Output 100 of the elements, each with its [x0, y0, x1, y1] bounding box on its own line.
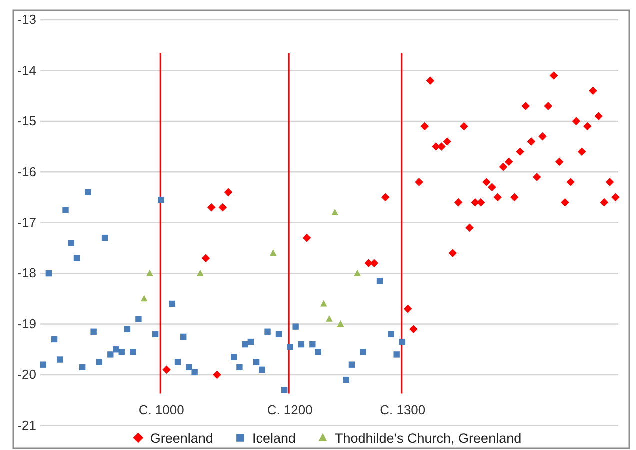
- point: [174, 359, 182, 366]
- point: [510, 193, 519, 202]
- point: [162, 366, 171, 374]
- point: [438, 142, 446, 151]
- point: [124, 326, 131, 332]
- point: [332, 208, 339, 216]
- point: [482, 178, 491, 186]
- point: [499, 162, 508, 172]
- point: [202, 254, 210, 262]
- point: [192, 369, 198, 376]
- point: [57, 356, 64, 363]
- point: [140, 295, 148, 302]
- point: [46, 270, 52, 277]
- point: [566, 178, 575, 186]
- point: [612, 193, 620, 202]
- point: [466, 224, 474, 232]
- point: [292, 324, 299, 330]
- point: [197, 270, 204, 276]
- point: [298, 341, 305, 348]
- point: [213, 370, 222, 380]
- point: [388, 331, 394, 338]
- annotation: C. 1000: [138, 402, 184, 418]
- point: [544, 102, 552, 110]
- y-tick-label: -21: [18, 418, 36, 433]
- point: [118, 349, 125, 356]
- point: [40, 362, 46, 368]
- point: [583, 122, 592, 131]
- point: [426, 76, 435, 85]
- point: [302, 234, 312, 242]
- point: [589, 86, 598, 96]
- y-tick-label: -13: [18, 12, 36, 28]
- point: [360, 349, 366, 356]
- point: [264, 328, 271, 335]
- point: [527, 138, 536, 146]
- y-tick-label: -20: [18, 367, 36, 382]
- point: [79, 364, 86, 370]
- point: [320, 300, 328, 307]
- point: [242, 341, 248, 348]
- point: [74, 255, 80, 262]
- point: [488, 183, 496, 192]
- point: [253, 359, 260, 366]
- legend-label: Thodhilde’s Church, Greenland: [334, 431, 522, 446]
- point: [224, 188, 233, 197]
- point: [248, 338, 254, 346]
- point: [448, 249, 458, 258]
- point: [522, 102, 530, 110]
- point: [270, 250, 277, 256]
- point: [532, 173, 542, 182]
- point: [454, 198, 463, 207]
- point: [394, 352, 400, 358]
- y-tick-label: -16: [18, 164, 36, 180]
- point: [85, 189, 92, 196]
- point: [410, 325, 418, 334]
- point: [354, 270, 361, 276]
- y-tick-label: -17: [18, 215, 36, 230]
- point: [108, 352, 114, 358]
- point: [348, 362, 356, 368]
- point: [152, 331, 159, 338]
- point: [130, 349, 136, 356]
- point: [538, 132, 547, 141]
- point: [287, 344, 294, 350]
- point: [376, 278, 384, 284]
- point: [555, 158, 564, 166]
- point: [594, 112, 603, 120]
- point: [282, 387, 288, 394]
- point: [113, 346, 120, 353]
- point: [420, 122, 430, 131]
- point: [343, 376, 350, 384]
- point: [276, 331, 282, 338]
- point: [561, 198, 570, 207]
- annotation: C. 1300: [380, 402, 426, 418]
- y-tick-label: -18: [18, 266, 36, 281]
- point: [504, 158, 514, 166]
- point: [136, 316, 142, 322]
- point: [516, 148, 524, 156]
- point: [96, 359, 103, 366]
- point: [443, 138, 452, 146]
- legend-label: Greenland: [150, 431, 214, 446]
- point: [180, 334, 187, 340]
- y-tick-label: -14: [18, 62, 36, 78]
- point: [460, 122, 468, 131]
- point: [90, 328, 97, 335]
- point: [572, 117, 581, 126]
- annotation: C. 1200: [267, 402, 313, 418]
- point: [218, 203, 228, 212]
- point: [399, 338, 406, 346]
- point: [600, 198, 609, 207]
- point: [326, 315, 333, 322]
- point: [62, 207, 69, 214]
- point: [158, 196, 164, 204]
- point: [236, 364, 243, 370]
- point: [169, 300, 176, 308]
- point: [578, 148, 586, 156]
- y-tick-label: -15: [18, 114, 36, 129]
- point: [494, 193, 502, 202]
- point: [68, 240, 74, 246]
- point: [404, 304, 412, 314]
- point: [146, 270, 154, 276]
- point: [381, 193, 390, 202]
- point: [51, 336, 58, 343]
